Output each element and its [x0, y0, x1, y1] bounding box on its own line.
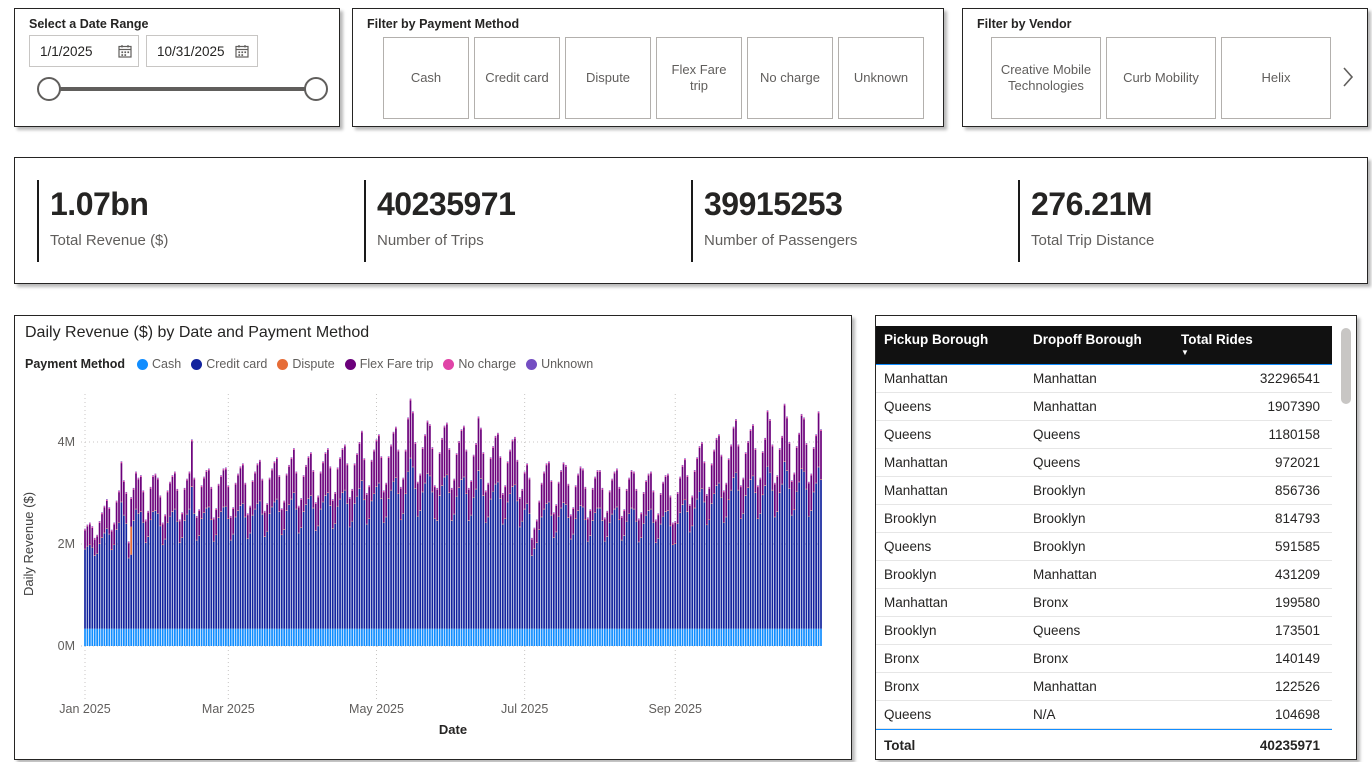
kpi-total-trip-distance: 276.21M Total Trip Distance: [1018, 180, 1318, 262]
vendor-scroll-next-button[interactable]: [1337, 61, 1359, 93]
legend-item-flex-fare-trip[interactable]: Flex Fare trip: [344, 357, 433, 371]
legend-dot: [526, 358, 538, 370]
table-row[interactable]: Manhattan Manhattan 32296541: [876, 365, 1332, 393]
vendor-option-curb-mobility[interactable]: Curb Mobility: [1106, 37, 1216, 119]
stacked-bar-chart[interactable]: 0M 2M 4M Jan 2025 Mar 2025 May 2025 Jul 2025 Se…: [15, 316, 851, 759]
legend-dot: [137, 358, 149, 370]
date-start-field[interactable]: [29, 35, 139, 67]
kpi-value: 276.21M: [1031, 186, 1153, 222]
vendor-option-helix[interactable]: Helix: [1221, 37, 1331, 119]
column-header-total-rides[interactable]: Total Rides ▼: [1173, 326, 1332, 357]
svg-text:0M: 0M: [58, 639, 75, 653]
table-row[interactable]: Queens Queens 1180158: [876, 421, 1332, 449]
borough-rides-table: Pickup Borough Dropoff Borough Total Rid…: [876, 326, 1332, 753]
total-value: 40235971: [1259, 737, 1320, 753]
table-row[interactable]: Queens N/A 104698: [876, 701, 1332, 729]
kpi-total-revenue-: 1.07bn Total Revenue ($): [37, 180, 337, 262]
kpi-accent-bar: [37, 180, 39, 262]
kpi-accent-bar: [1018, 180, 1020, 262]
table-row[interactable]: Queens Brooklyn 591585: [876, 533, 1332, 561]
calendar-icon[interactable]: [235, 44, 249, 58]
chevron-right-icon: [1343, 67, 1354, 87]
borough-rides-table-card: Pickup Borough Dropoff Borough Total Rid…: [875, 315, 1357, 760]
column-header-pickup-borough[interactable]: Pickup Borough: [884, 332, 989, 347]
table-row[interactable]: Bronx Manhattan 122526: [876, 673, 1332, 701]
table-total-row: Total 40235971: [876, 729, 1332, 760]
kpi-label: Total Trip Distance: [1031, 232, 1155, 249]
vendor-option-creative-mobile-technologies[interactable]: Creative Mobile Technologies: [991, 37, 1101, 119]
payment-option-dispute[interactable]: Dispute: [565, 37, 651, 119]
chart-title: Daily Revenue ($) by Date and Payment Me…: [25, 324, 370, 341]
svg-text:Jan 2025: Jan 2025: [59, 702, 110, 716]
vendor-filter-tiles: Creative Mobile Technologies Curb Mobilit…: [991, 37, 1331, 119]
chart-legend: Payment Method Cash Credit card Dispute Fle…: [25, 357, 593, 371]
legend-dot: [277, 358, 289, 370]
payment-option-unknown[interactable]: Unknown: [838, 37, 924, 119]
date-end-field[interactable]: [146, 35, 258, 67]
kpi-label: Number of Trips: [377, 232, 484, 249]
kpi-number-of-trips: 40235971 Number of Trips: [364, 180, 664, 262]
svg-text:Sep 2025: Sep 2025: [648, 702, 702, 716]
legend-dot: [443, 358, 455, 370]
date-range-slider-handle-start[interactable]: [37, 77, 61, 101]
table-row[interactable]: Manhattan Queens 972021: [876, 449, 1332, 477]
svg-text:4M: 4M: [58, 435, 75, 449]
kpi-number-of-passengers: 39915253 Number of Passengers: [691, 180, 991, 262]
date-range-card: Select a Date Range: [14, 8, 340, 127]
date-range-slider-handle-end[interactable]: [304, 77, 328, 101]
table-row[interactable]: Brooklyn Manhattan 431209: [876, 561, 1332, 589]
svg-text:Jul 2025: Jul 2025: [501, 702, 548, 716]
svg-text:Date: Date: [439, 722, 467, 737]
kpi-accent-bar: [691, 180, 693, 262]
table-row[interactable]: Brooklyn Brooklyn 814793: [876, 505, 1332, 533]
date-end-input[interactable]: [157, 43, 235, 59]
legend-item-no-charge[interactable]: No charge: [443, 357, 516, 371]
svg-text:May 2025: May 2025: [349, 702, 404, 716]
vendor-filter-card: Filter by Vendor Creative Mobile Technol…: [962, 8, 1368, 127]
daily-revenue-chart-card: Daily Revenue ($) by Date and Payment Me…: [14, 315, 852, 760]
payment-option-no-charge[interactable]: No charge: [747, 37, 833, 119]
payment-filter-card: Filter by Payment Method Cash Credit card…: [352, 8, 944, 127]
date-range-slider-track[interactable]: [49, 87, 317, 91]
payment-option-credit-card[interactable]: Credit card: [474, 37, 560, 119]
total-label: Total: [884, 737, 916, 753]
payment-option-cash[interactable]: Cash: [383, 37, 469, 119]
legend-dot: [344, 358, 356, 370]
payment-filter-title: Filter by Payment Method: [367, 17, 520, 31]
table-row[interactable]: Manhattan Bronx 199580: [876, 589, 1332, 617]
vendor-filter-title: Filter by Vendor: [977, 17, 1072, 31]
svg-text:Daily Revenue ($): Daily Revenue ($): [21, 492, 36, 596]
legend-title: Payment Method: [25, 357, 126, 371]
legend-item-unknown[interactable]: Unknown: [526, 357, 593, 371]
table-row[interactable]: Queens Manhattan 1907390: [876, 393, 1332, 421]
legend-item-credit-card[interactable]: Credit card: [191, 357, 267, 371]
payment-filter-tiles: Cash Credit card Dispute Flex Fare trip No c…: [383, 37, 924, 119]
calendar-icon[interactable]: [118, 44, 132, 58]
table-header-row: Pickup Borough Dropoff Borough Total Rid…: [876, 326, 1332, 365]
kpi-card: 1.07bn Total Revenue ($) 40235971 Number of…: [14, 157, 1368, 284]
column-header-dropoff-borough[interactable]: Dropoff Borough: [1033, 332, 1142, 347]
kpi-value: 39915253: [704, 186, 843, 222]
legend-dot: [191, 358, 203, 370]
kpi-value: 40235971: [377, 186, 516, 222]
legend-item-dispute[interactable]: Dispute: [277, 357, 335, 371]
sort-desc-icon: ▼: [1181, 348, 1189, 357]
kpi-label: Total Revenue ($): [50, 232, 169, 249]
table-body: Manhattan Manhattan 32296541 Queens Manhatta…: [876, 365, 1332, 729]
kpi-value: 1.07bn: [50, 186, 149, 222]
kpi-accent-bar: [364, 180, 366, 262]
date-start-input[interactable]: [40, 43, 118, 59]
table-row[interactable]: Brooklyn Queens 173501: [876, 617, 1332, 645]
svg-text:Mar 2025: Mar 2025: [202, 702, 255, 716]
kpi-label: Number of Passengers: [704, 232, 858, 249]
legend-item-cash[interactable]: Cash: [137, 357, 181, 371]
table-row[interactable]: Bronx Bronx 140149: [876, 645, 1332, 673]
date-range-title: Select a Date Range: [29, 17, 149, 31]
table-scrollbar-thumb[interactable]: [1341, 328, 1351, 404]
payment-option-flex-fare-trip[interactable]: Flex Fare trip: [656, 37, 742, 119]
table-row[interactable]: Manhattan Brooklyn 856736: [876, 477, 1332, 505]
svg-text:2M: 2M: [58, 537, 75, 551]
